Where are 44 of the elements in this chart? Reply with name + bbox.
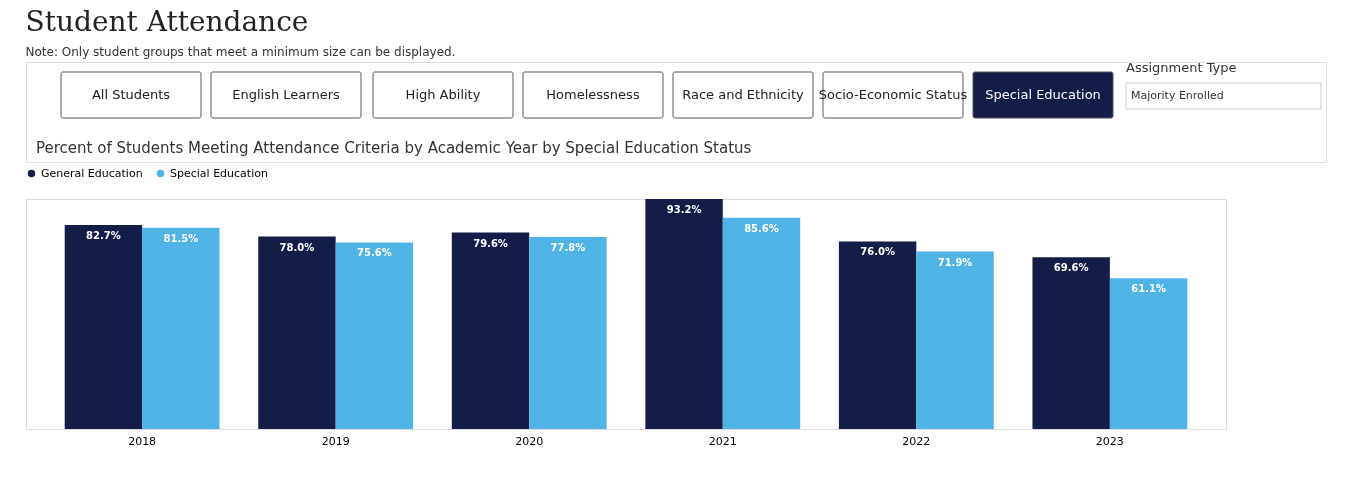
bar xyxy=(1109,278,1188,429)
data-label: 75.6% xyxy=(357,247,392,259)
bar xyxy=(258,236,336,429)
text: Assignment Type xyxy=(1126,60,1237,75)
bar xyxy=(838,241,917,429)
text: English Learners xyxy=(232,87,340,102)
bar xyxy=(529,237,607,429)
chart-subtitle: Note: Only student groups that meet a minimum size can be displayed. xyxy=(25,44,456,59)
x-tick-label: 2021 xyxy=(708,434,737,448)
x-tick-label: 2018 xyxy=(128,434,157,448)
bar xyxy=(916,251,994,429)
data-label: 78.0% xyxy=(279,241,315,253)
data-label: 82.7% xyxy=(86,229,121,241)
data-label: 71.9% xyxy=(937,256,973,268)
text: Homelessness xyxy=(546,87,640,102)
text: High Ability xyxy=(405,87,481,102)
bar xyxy=(451,232,530,429)
text: Special Education xyxy=(985,87,1101,102)
bar xyxy=(722,217,801,429)
data-label: 81.5% xyxy=(163,232,199,244)
x-tick-label: 2023 xyxy=(1095,434,1124,448)
chart-title: Student Attendance xyxy=(25,4,309,38)
data-label: 76.0% xyxy=(860,246,895,258)
legend-label: Special Education xyxy=(170,166,268,180)
bar xyxy=(64,224,143,429)
x-tick-label: 2022 xyxy=(902,434,931,448)
data-label: 85.6% xyxy=(744,222,779,234)
text: Majority Enrolled xyxy=(1131,89,1224,102)
bar xyxy=(1032,257,1110,429)
text: Socio-Economic Status xyxy=(818,87,968,102)
x-tick-label: 2020 xyxy=(515,434,544,448)
text: All Students xyxy=(91,87,171,102)
data-label: 79.6% xyxy=(473,237,508,249)
bar xyxy=(142,227,220,429)
bar xyxy=(645,199,723,429)
x-tick-label: 2019 xyxy=(321,434,350,448)
bar xyxy=(335,242,414,429)
text: Percent of Students Meeting Attendance Criteria by Academic Year by Special Education Status xyxy=(36,139,752,157)
data-label: 93.2% xyxy=(666,204,702,215)
text: Race and Ethnicity xyxy=(682,87,805,102)
data-label: 61.1% xyxy=(1131,283,1166,295)
data-label: 69.6% xyxy=(1053,262,1089,274)
data-label: 77.8% xyxy=(550,242,586,253)
legend-label: General Education xyxy=(41,166,143,180)
